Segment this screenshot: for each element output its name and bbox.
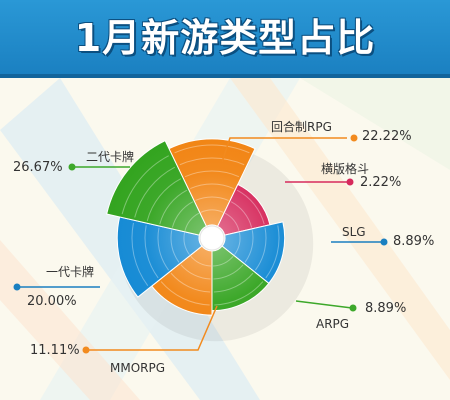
wedge-ring-6	[159, 189, 188, 225]
wedge-ring-6	[146, 178, 182, 221]
leader-dot-5	[13, 283, 21, 291]
wedge-ring-3	[212, 255, 234, 267]
wedge-3	[211, 245, 270, 312]
wedge-ring-5	[131, 222, 149, 286]
wedge-4	[151, 245, 213, 316]
wedge-ring-2	[254, 227, 267, 271]
wedge-ring-6	[184, 212, 200, 231]
wedge-ring-3	[213, 272, 254, 293]
wedge-ring-2	[234, 232, 241, 255]
leader-dot-3	[349, 304, 357, 312]
data-label-4: 11.11%	[30, 343, 80, 358]
data-label-0: 22.22%	[362, 129, 412, 144]
wedge-ring-5	[144, 225, 159, 279]
wedge-ring-0	[174, 144, 250, 154]
wedge-ring-0	[184, 170, 240, 178]
series-label-1: 横版格斗	[321, 161, 369, 176]
wedge-1	[216, 183, 271, 236]
title-banner	[0, 0, 450, 78]
series-label-0: 回合制RPG	[271, 119, 332, 134]
leader-dot-2	[380, 238, 388, 246]
data-label-3: 8.89%	[365, 301, 406, 316]
wedge-ring-4	[160, 281, 210, 306]
series-label-2: SLG	[342, 225, 366, 239]
wedge-ring-0	[179, 157, 245, 166]
wedge-2	[221, 221, 286, 285]
wedge-ring-0	[190, 183, 234, 190]
wedge-ring-2	[244, 230, 254, 263]
data-label-2: 8.89%	[393, 234, 434, 249]
wedge-ring-1	[224, 212, 240, 231]
wedge-ring-0	[195, 196, 229, 201]
wedge-ring-5	[183, 232, 190, 255]
series-label-4: MMORPG	[110, 361, 165, 375]
wedge-6	[106, 140, 208, 236]
data-label-6: 26.67%	[13, 160, 63, 175]
wedge-ring-5	[170, 230, 180, 263]
wedge-ring-1	[230, 201, 253, 228]
wedge-ring-6	[134, 166, 176, 218]
leader-dot-1	[346, 178, 354, 186]
wedge-ring-4	[190, 255, 212, 267]
data-label-1: 2.22%	[360, 175, 401, 190]
series-label-5: 一代卡牌	[46, 265, 94, 279]
title-banner-underline	[0, 74, 450, 78]
data-label-5: 20.00%	[27, 294, 77, 309]
wedge-5	[116, 216, 203, 298]
wedge-ring-6	[171, 201, 194, 228]
leader-line-0	[221, 137, 347, 163]
wedge-ring-5	[157, 227, 170, 271]
leader-line-4	[88, 305, 218, 351]
series-label-6: 二代卡牌	[86, 150, 134, 164]
leader-dot-6	[68, 163, 76, 171]
leader-line-3	[295, 300, 353, 309]
wedge-ring-4	[180, 264, 211, 280]
wedge-ring-0	[200, 209, 224, 213]
wedge-ring-1	[236, 189, 265, 225]
wedge-ring-6	[121, 155, 169, 215]
leader-dot-4	[82, 346, 90, 354]
series-label-3: ARPG	[316, 317, 349, 331]
wedge-ring-4	[170, 272, 211, 293]
chart-title: 1月新游类型占比	[74, 16, 376, 60]
wedge-ring-3	[214, 281, 264, 306]
wedge-ring-3	[213, 264, 244, 280]
center-hole	[199, 225, 225, 251]
wedge-ring-2	[265, 225, 280, 279]
wedge-0	[168, 138, 256, 227]
leader-dot-0	[350, 134, 358, 142]
